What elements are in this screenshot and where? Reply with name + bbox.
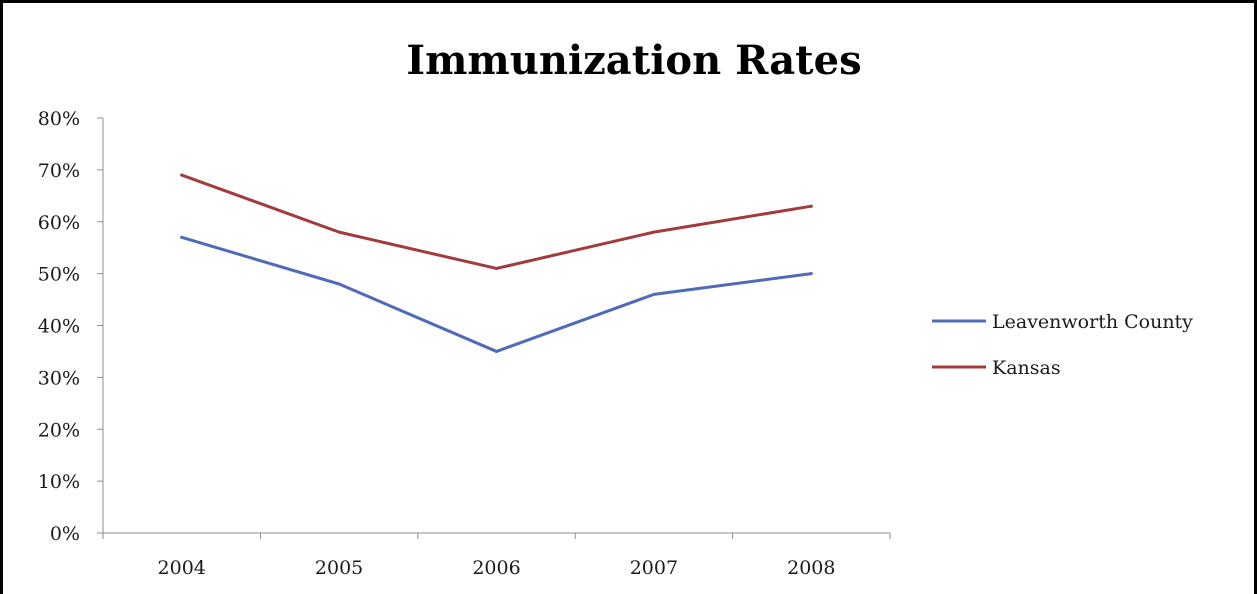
series-line-0 xyxy=(180,235,813,353)
y-tick-label: 30% xyxy=(38,367,80,389)
data-point xyxy=(337,282,341,286)
data-point xyxy=(809,204,813,208)
x-tick-label: 2004 xyxy=(158,557,206,579)
y-tick-label: 80% xyxy=(38,108,80,130)
data-point xyxy=(495,266,498,270)
axes xyxy=(97,117,891,539)
chart-title: Immunization Rates xyxy=(406,37,861,84)
data-point xyxy=(337,230,341,234)
y-tick-label: 20% xyxy=(38,419,80,441)
data-point xyxy=(180,173,184,177)
x-tick-labels: 2004 2005 2006 2007 2008 xyxy=(158,557,836,579)
data-point xyxy=(652,230,656,234)
y-tick-label: 50% xyxy=(38,264,80,286)
legend-label-0: Leavenworth County xyxy=(992,311,1193,333)
series-line-1 xyxy=(180,173,813,270)
legend: Leavenworth County Kansas xyxy=(932,311,1193,379)
x-tick-label: 2007 xyxy=(630,557,678,579)
series-lines xyxy=(180,173,813,353)
x-tick-label: 2008 xyxy=(787,557,835,579)
x-tick-label: 2006 xyxy=(472,557,520,579)
y-tick-label: 40% xyxy=(38,316,80,338)
y-tick-label: 0% xyxy=(50,523,80,545)
data-point xyxy=(180,235,184,239)
x-tick-label: 2005 xyxy=(315,557,363,579)
data-point xyxy=(809,272,813,276)
y-tick-label: 10% xyxy=(38,471,80,493)
legend-label-1: Kansas xyxy=(992,357,1061,379)
y-tick-label: 70% xyxy=(38,160,80,182)
y-tick-label: 60% xyxy=(38,212,80,234)
data-point xyxy=(495,349,498,353)
data-point xyxy=(652,292,656,296)
y-tick-labels: 80% 70% 60% 50% 40% 30% 20% 10% 0% xyxy=(38,108,80,545)
